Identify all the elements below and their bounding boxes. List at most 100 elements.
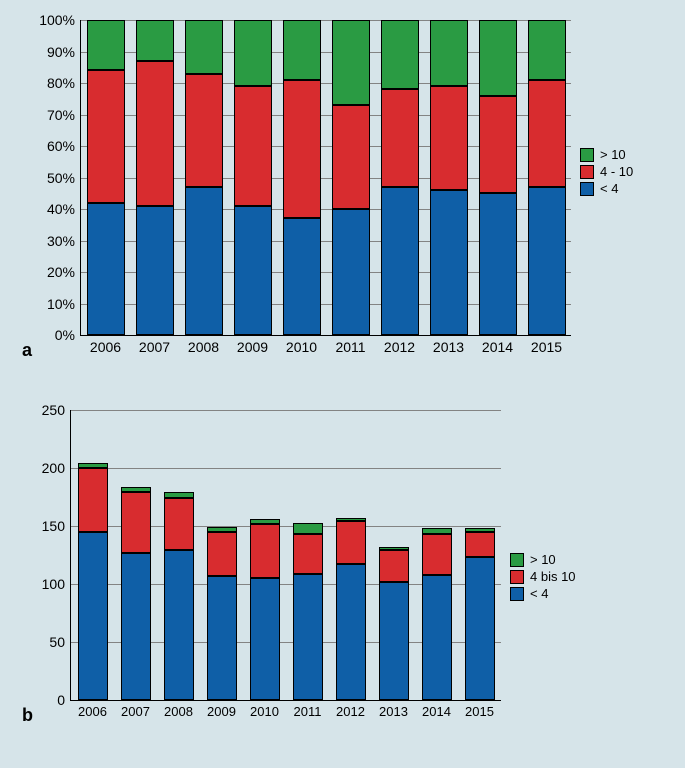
y-tick-label: 100	[42, 576, 71, 592]
x-tick-label: 2008	[164, 700, 193, 719]
bar-segment-lt4	[430, 190, 468, 335]
bar-segment-lt4	[479, 193, 517, 335]
bar-group	[381, 20, 419, 335]
bar-segment-gt10	[234, 20, 272, 86]
bar-group	[250, 519, 280, 700]
bar-segment-mid	[336, 521, 366, 564]
x-tick-label: 2011	[335, 335, 365, 355]
x-tick-label: 2015	[531, 335, 562, 355]
y-tick-label: 50	[49, 634, 71, 650]
bar-segment-gt10	[185, 20, 223, 74]
legend-label: 4 bis 10	[530, 569, 576, 584]
bar-segment-lt4	[250, 578, 280, 700]
bar-segment-lt4	[465, 557, 495, 700]
bar-segment-gt10	[422, 528, 452, 534]
bar-group	[136, 20, 174, 335]
bar-segment-gt10	[164, 492, 194, 498]
x-tick-label: 2006	[90, 335, 121, 355]
bar-segment-lt4	[332, 209, 370, 335]
grid-line	[71, 410, 501, 411]
bar-segment-mid	[87, 70, 125, 202]
y-tick-label: 200	[42, 460, 71, 476]
chart-a-sublabel: a	[22, 340, 32, 361]
bar-group	[465, 528, 495, 700]
x-tick-label: 2013	[379, 700, 408, 719]
x-tick-label: 2014	[422, 700, 451, 719]
bar-segment-lt4	[528, 187, 566, 335]
legend-swatch	[580, 182, 594, 196]
legend-label: > 10	[530, 552, 556, 567]
bar-group	[234, 20, 272, 335]
bar-group	[121, 487, 151, 700]
x-tick-label: 2007	[139, 335, 170, 355]
bar-segment-gt10	[430, 20, 468, 86]
bar-segment-mid	[78, 468, 108, 532]
bar-segment-gt10	[136, 20, 174, 61]
bar-group	[479, 20, 517, 335]
bar-segment-gt10	[465, 528, 495, 531]
bar-segment-mid	[250, 524, 280, 579]
bar-group	[422, 528, 452, 700]
bar-segment-mid	[332, 105, 370, 209]
bar-segment-lt4	[283, 218, 321, 335]
bar-segment-gt10	[479, 20, 517, 96]
bar-segment-lt4	[87, 203, 125, 335]
chart-a-plot: 0%10%20%30%40%50%60%70%80%90%100%2006200…	[80, 20, 571, 336]
bar-segment-gt10	[379, 547, 409, 550]
bar-segment-lt4	[121, 553, 151, 700]
legend-item: < 4	[580, 181, 633, 196]
legend-label: > 10	[600, 147, 626, 162]
bar-segment-mid	[381, 89, 419, 187]
chart-b: b 05010015020025020062007200820092010201…	[20, 400, 660, 750]
x-tick-label: 2009	[207, 700, 236, 719]
bar-segment-mid	[185, 74, 223, 187]
x-tick-label: 2014	[482, 335, 513, 355]
bar-segment-gt10	[332, 20, 370, 105]
x-tick-label: 2010	[250, 700, 279, 719]
chart-b-sublabel: b	[22, 705, 33, 726]
bar-segment-mid	[121, 492, 151, 552]
bar-group	[528, 20, 566, 335]
page: a 0%10%20%30%40%50%60%70%80%90%100%20062…	[0, 0, 685, 768]
x-tick-label: 2011	[294, 700, 322, 719]
bar-segment-lt4	[336, 564, 366, 700]
bar-segment-mid	[234, 86, 272, 206]
bar-segment-mid	[479, 96, 517, 194]
legend-label: < 4	[530, 586, 548, 601]
legend-swatch	[510, 570, 524, 584]
x-tick-label: 2008	[188, 335, 219, 355]
bar-segment-mid	[430, 86, 468, 190]
x-tick-label: 2012	[384, 335, 415, 355]
legend-swatch	[510, 587, 524, 601]
bar-segment-mid	[207, 532, 237, 576]
legend-item: < 4	[510, 586, 576, 601]
bar-segment-mid	[379, 550, 409, 581]
grid-line	[71, 468, 501, 469]
bar-segment-lt4	[379, 582, 409, 700]
bar-segment-gt10	[336, 518, 366, 521]
x-tick-label: 2009	[237, 335, 268, 355]
bar-segment-mid	[422, 534, 452, 575]
bar-group	[164, 492, 194, 700]
legend-swatch	[580, 165, 594, 179]
bar-group	[293, 523, 323, 700]
legend-item: > 10	[510, 552, 576, 567]
legend-label: 4 - 10	[600, 164, 633, 179]
x-tick-label: 2010	[286, 335, 317, 355]
bar-segment-mid	[283, 80, 321, 219]
bar-segment-mid	[293, 534, 323, 573]
legend-swatch	[580, 148, 594, 162]
y-tick-label: 70%	[47, 107, 81, 123]
legend-label: < 4	[600, 181, 618, 196]
bar-group	[78, 463, 108, 700]
legend-swatch	[510, 553, 524, 567]
bar-group	[207, 527, 237, 700]
bar-segment-gt10	[87, 20, 125, 70]
bar-segment-mid	[136, 61, 174, 206]
chart-b-plot: 0501001502002502006200720082009201020112…	[70, 410, 501, 701]
y-tick-label: 0%	[55, 327, 81, 343]
bar-group	[379, 547, 409, 700]
y-tick-label: 30%	[47, 233, 81, 249]
bar-group	[430, 20, 468, 335]
y-tick-label: 250	[42, 402, 71, 418]
